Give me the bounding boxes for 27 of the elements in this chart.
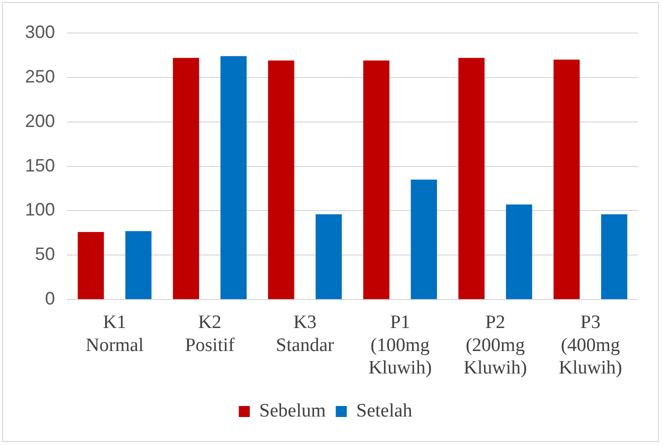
bar xyxy=(125,231,152,300)
bar xyxy=(601,214,628,300)
y-tick-label: 150 xyxy=(24,155,56,176)
x-tick-label: K3 Standar xyxy=(276,312,335,356)
x-tick-label: P3 (400mg Kluwih) xyxy=(558,312,622,379)
bar xyxy=(363,60,390,300)
y-tick-label: 200 xyxy=(24,110,56,131)
y-tick-label: 300 xyxy=(24,22,56,42)
bar xyxy=(554,60,580,300)
y-tick-label: 100 xyxy=(24,200,56,220)
bar xyxy=(172,58,200,300)
legend-label: Setelah xyxy=(356,400,413,422)
bar xyxy=(316,214,342,300)
bar xyxy=(506,204,532,300)
bar xyxy=(458,58,485,300)
y-tick-label: 50 xyxy=(35,244,56,264)
x-tick-label: K2 Positif xyxy=(184,312,236,356)
bar xyxy=(78,232,104,300)
bar xyxy=(220,56,247,300)
bar xyxy=(268,60,294,300)
x-tick-label: P1 (100mg Kluwih) xyxy=(368,312,432,379)
x-tick-label: P2 (200mg Kluwih) xyxy=(464,312,527,379)
bar xyxy=(410,180,437,300)
y-tick-label: 250 xyxy=(24,66,56,86)
x-tick-label: K1 Normal xyxy=(86,312,144,356)
y-tick-label: 0 xyxy=(45,288,56,309)
legend-label: Sebelum xyxy=(259,400,326,422)
